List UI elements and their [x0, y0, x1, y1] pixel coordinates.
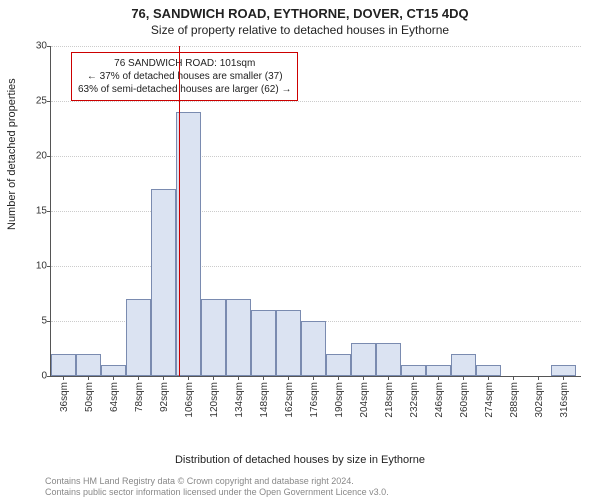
x-tick-label: 316sqm	[559, 382, 570, 418]
x-tick-mark	[113, 376, 114, 380]
x-tick-mark	[363, 376, 364, 380]
footer-line1: Contains HM Land Registry data © Crown c…	[45, 476, 594, 487]
x-tick-mark	[263, 376, 264, 380]
chart-title-main: 76, SANDWICH ROAD, EYTHORNE, DOVER, CT15…	[0, 0, 600, 21]
x-tick-label: 218sqm	[384, 382, 395, 418]
marker-callout: 76 SANDWICH ROAD: 101sqm ← 37% of detach…	[71, 52, 298, 101]
chart-container: 76, SANDWICH ROAD, EYTHORNE, DOVER, CT15…	[0, 0, 600, 500]
y-tick-mark	[47, 46, 51, 47]
x-tick-label: 260sqm	[459, 382, 470, 418]
x-tick-label: 302sqm	[534, 382, 545, 418]
histogram-bar	[351, 343, 376, 376]
histogram-bar	[126, 299, 151, 376]
y-tick-mark	[47, 211, 51, 212]
histogram-bar	[101, 365, 126, 376]
x-axis-label: Distribution of detached houses by size …	[0, 454, 600, 466]
x-tick-mark	[563, 376, 564, 380]
y-axis-label: Number of detached properties	[6, 78, 18, 230]
x-tick-mark	[338, 376, 339, 380]
x-tick-label: 106sqm	[184, 382, 195, 418]
x-tick-label: 246sqm	[434, 382, 445, 418]
histogram-bar	[376, 343, 401, 376]
y-tick-mark	[47, 156, 51, 157]
x-tick-label: 232sqm	[409, 382, 420, 418]
x-tick-label: 176sqm	[309, 382, 320, 418]
x-tick-label: 50sqm	[84, 382, 95, 412]
histogram-bar	[76, 354, 101, 376]
x-tick-label: 78sqm	[134, 382, 145, 412]
x-tick-label: 120sqm	[209, 382, 220, 418]
x-tick-mark	[163, 376, 164, 380]
x-tick-mark	[488, 376, 489, 380]
y-tick-mark	[47, 376, 51, 377]
x-tick-mark	[288, 376, 289, 380]
chart-title-sub: Size of property relative to detached ho…	[0, 21, 600, 37]
x-tick-label: 36sqm	[59, 382, 70, 412]
x-tick-mark	[388, 376, 389, 380]
x-tick-mark	[238, 376, 239, 380]
x-tick-mark	[213, 376, 214, 380]
gridline	[51, 266, 581, 267]
histogram-bar	[51, 354, 76, 376]
histogram-bar	[476, 365, 501, 376]
footer-line2: Contains public sector information licen…	[45, 487, 594, 498]
x-tick-mark	[313, 376, 314, 380]
histogram-bar	[551, 365, 576, 376]
plot-area: 76 SANDWICH ROAD: 101sqm ← 37% of detach…	[50, 46, 581, 377]
marker-line	[179, 46, 180, 376]
footer-attribution: Contains HM Land Registry data © Crown c…	[45, 476, 594, 499]
x-tick-label: 64sqm	[109, 382, 120, 412]
histogram-bar	[201, 299, 226, 376]
x-tick-label: 134sqm	[234, 382, 245, 418]
gridline	[51, 101, 581, 102]
histogram-bar	[301, 321, 326, 376]
x-tick-label: 204sqm	[359, 382, 370, 418]
histogram-bar	[401, 365, 426, 376]
x-tick-mark	[513, 376, 514, 380]
gridline	[51, 46, 581, 47]
y-tick-mark	[47, 101, 51, 102]
x-tick-label: 162sqm	[284, 382, 295, 418]
x-tick-mark	[138, 376, 139, 380]
x-tick-mark	[463, 376, 464, 380]
y-tick-mark	[47, 321, 51, 322]
callout-line1: 76 SANDWICH ROAD: 101sqm	[78, 57, 291, 70]
x-tick-mark	[438, 376, 439, 380]
histogram-bar	[276, 310, 301, 376]
histogram-bar	[151, 189, 176, 376]
histogram-bar	[251, 310, 276, 376]
y-tick-mark	[47, 266, 51, 267]
x-tick-mark	[63, 376, 64, 380]
x-tick-label: 274sqm	[484, 382, 495, 418]
x-tick-label: 288sqm	[509, 382, 520, 418]
x-tick-label: 92sqm	[159, 382, 170, 412]
callout-line2: ← 37% of detached houses are smaller (37…	[78, 70, 291, 83]
gridline	[51, 156, 581, 157]
callout-line3: 63% of semi-detached houses are larger (…	[78, 83, 291, 96]
x-tick-mark	[413, 376, 414, 380]
x-tick-mark	[538, 376, 539, 380]
x-tick-label: 148sqm	[259, 382, 270, 418]
gridline	[51, 211, 581, 212]
x-tick-mark	[88, 376, 89, 380]
histogram-bar	[326, 354, 351, 376]
histogram-bar	[451, 354, 476, 376]
histogram-bar	[226, 299, 251, 376]
x-tick-mark	[188, 376, 189, 380]
x-tick-label: 190sqm	[334, 382, 345, 418]
histogram-bar	[426, 365, 451, 376]
